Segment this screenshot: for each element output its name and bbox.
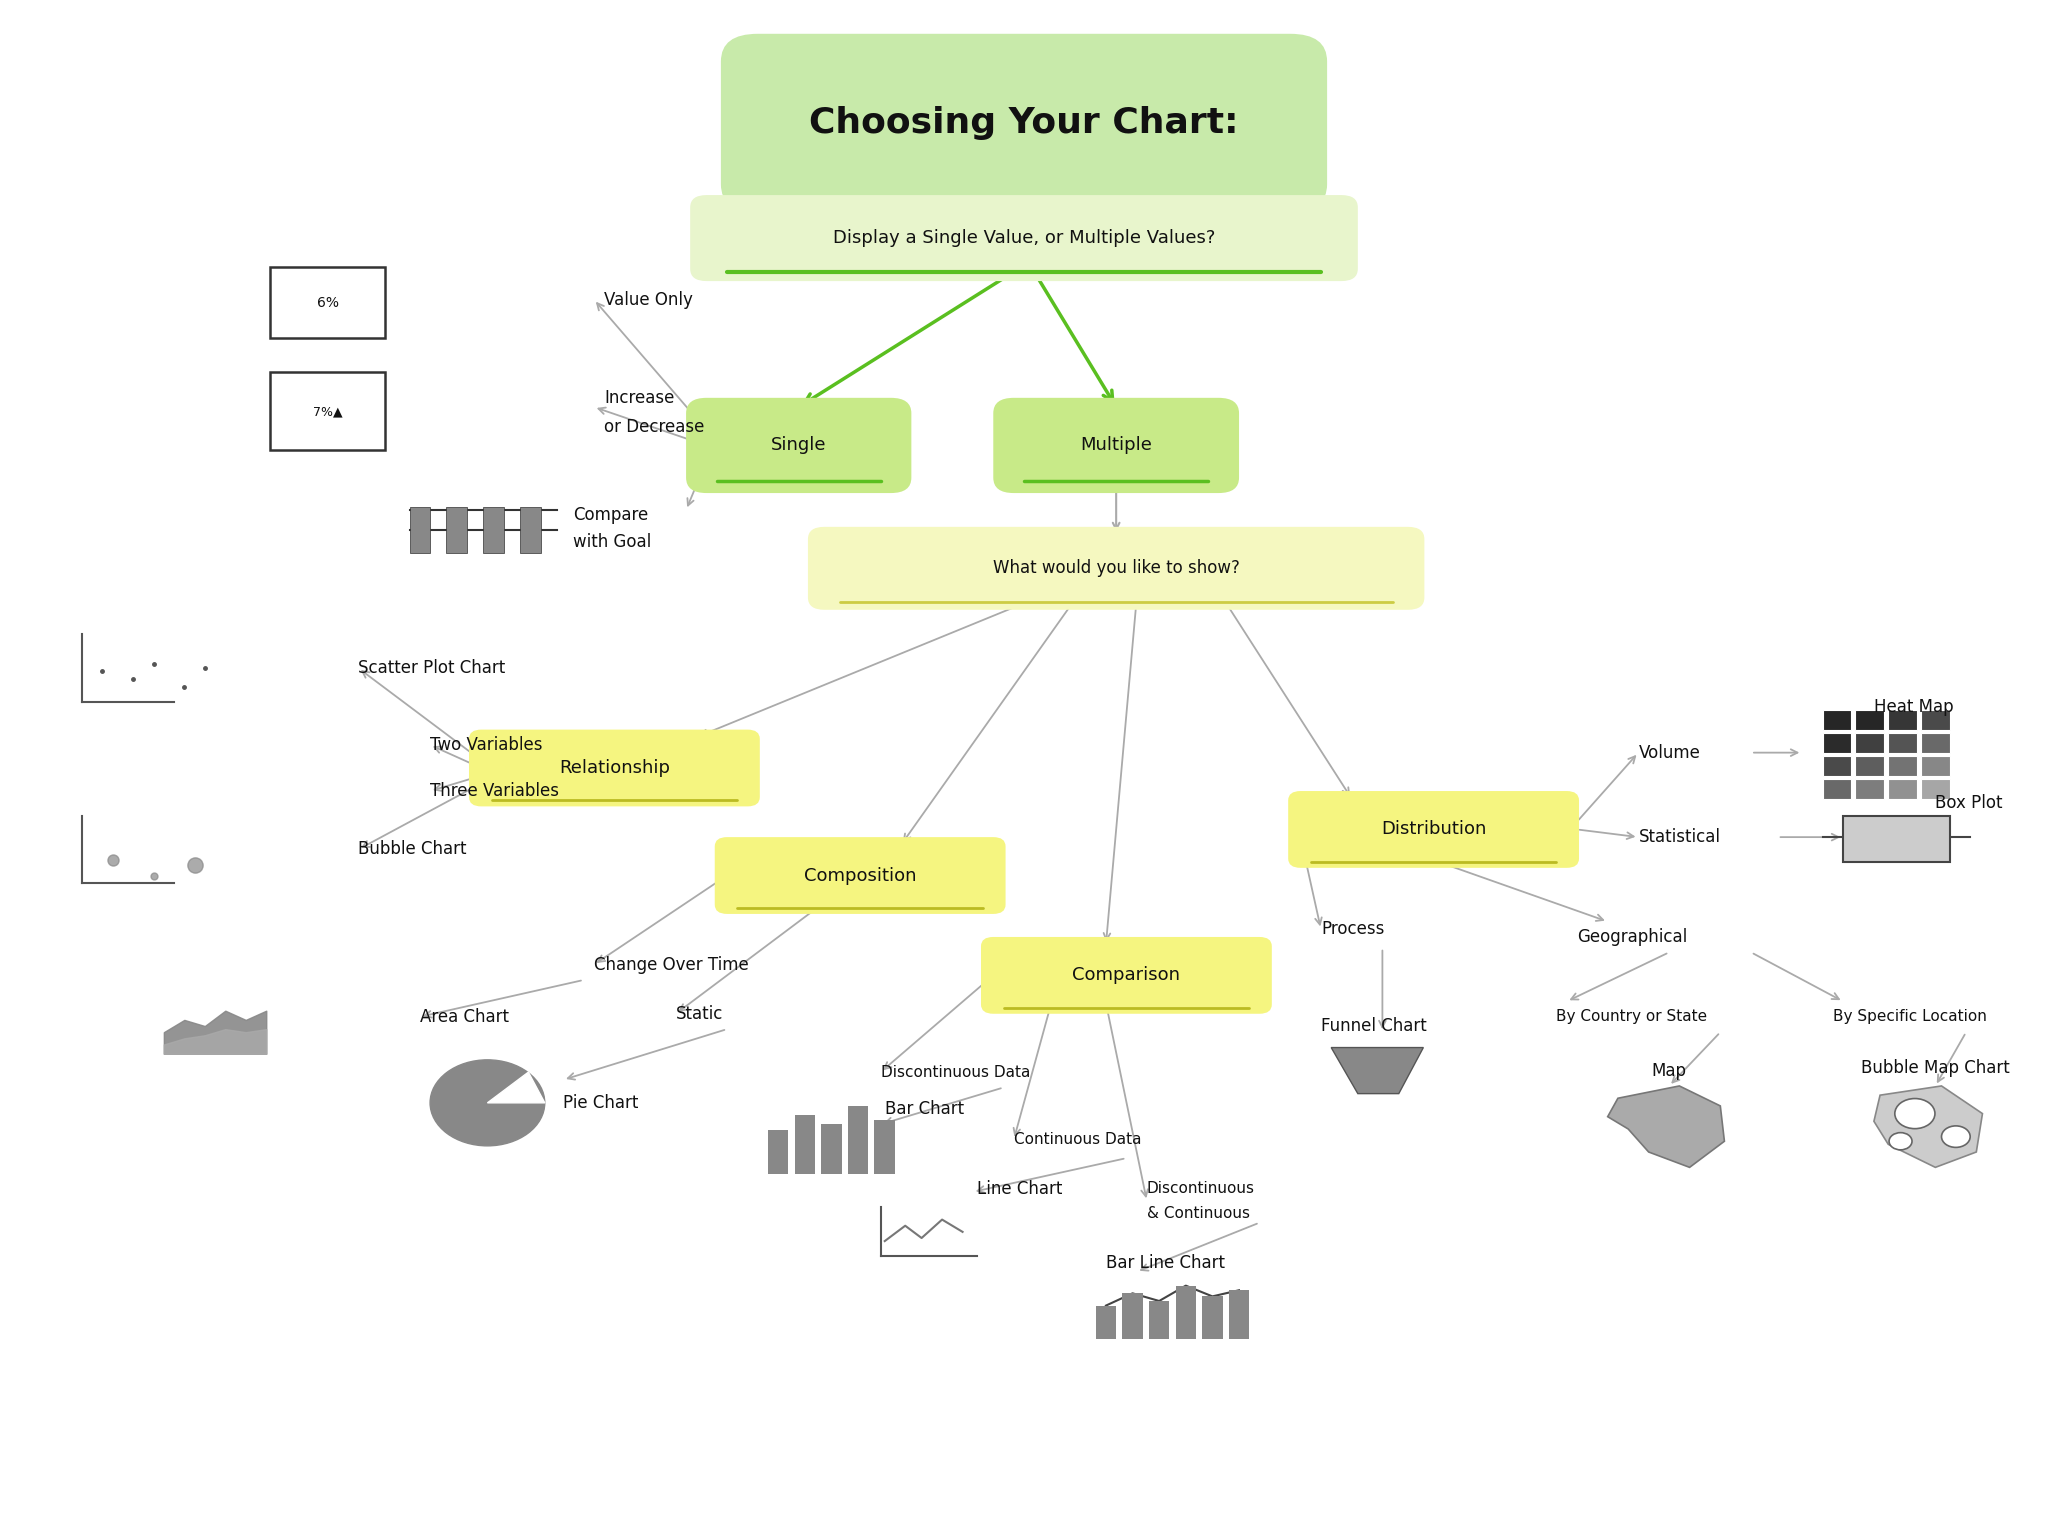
FancyBboxPatch shape — [520, 507, 541, 553]
Text: Volume: Volume — [1638, 743, 1700, 762]
FancyBboxPatch shape — [410, 507, 430, 553]
FancyBboxPatch shape — [270, 267, 385, 338]
Text: Funnel Chart: Funnel Chart — [1321, 1017, 1427, 1035]
Text: Comparison: Comparison — [1073, 966, 1180, 985]
Text: Discontinuous Data: Discontinuous Data — [881, 1064, 1030, 1080]
Text: Change Over Time: Change Over Time — [594, 955, 750, 974]
Text: Compare: Compare — [573, 505, 649, 524]
FancyBboxPatch shape — [1921, 733, 1950, 753]
FancyBboxPatch shape — [1149, 1301, 1169, 1339]
FancyBboxPatch shape — [469, 730, 760, 806]
FancyBboxPatch shape — [446, 507, 467, 553]
Text: Bubble Map Chart: Bubble Map Chart — [1862, 1058, 2009, 1077]
FancyBboxPatch shape — [1855, 710, 1884, 730]
FancyBboxPatch shape — [795, 1115, 815, 1174]
Circle shape — [1888, 1132, 1913, 1150]
FancyBboxPatch shape — [721, 34, 1327, 212]
Text: Two Variables: Two Variables — [430, 736, 543, 754]
Text: By Country or State: By Country or State — [1556, 1009, 1708, 1025]
Text: Three Variables: Three Variables — [430, 782, 559, 800]
FancyBboxPatch shape — [874, 1120, 895, 1174]
Text: Relationship: Relationship — [559, 759, 670, 777]
FancyBboxPatch shape — [821, 1124, 842, 1174]
Text: Distribution: Distribution — [1380, 820, 1487, 839]
Text: Single: Single — [770, 436, 827, 455]
Text: What would you like to show?: What would you like to show? — [993, 559, 1239, 578]
FancyBboxPatch shape — [715, 837, 1006, 914]
Text: Scatter Plot Chart: Scatter Plot Chart — [358, 659, 506, 677]
FancyBboxPatch shape — [483, 507, 504, 553]
FancyBboxPatch shape — [1921, 710, 1950, 730]
FancyBboxPatch shape — [1229, 1290, 1249, 1339]
FancyBboxPatch shape — [1122, 1293, 1143, 1339]
Circle shape — [430, 1060, 545, 1146]
Polygon shape — [487, 1072, 545, 1103]
FancyBboxPatch shape — [1823, 733, 1851, 753]
FancyBboxPatch shape — [1096, 1306, 1116, 1339]
Text: Display a Single Value, or Multiple Values?: Display a Single Value, or Multiple Valu… — [834, 229, 1214, 247]
Text: Heat Map: Heat Map — [1874, 697, 1954, 716]
Text: Box Plot: Box Plot — [1935, 794, 2003, 813]
Text: Map: Map — [1651, 1061, 1688, 1080]
FancyBboxPatch shape — [848, 1106, 868, 1174]
Text: Continuous Data: Continuous Data — [1014, 1132, 1141, 1147]
FancyBboxPatch shape — [1888, 710, 1917, 730]
Circle shape — [1942, 1126, 1970, 1147]
Text: Area Chart: Area Chart — [420, 1008, 508, 1026]
FancyBboxPatch shape — [1288, 791, 1579, 868]
Text: Bubble Chart: Bubble Chart — [358, 840, 467, 859]
FancyBboxPatch shape — [1202, 1296, 1223, 1339]
Text: Increase: Increase — [604, 389, 674, 407]
FancyBboxPatch shape — [1888, 779, 1917, 799]
FancyBboxPatch shape — [686, 398, 911, 493]
FancyBboxPatch shape — [809, 527, 1425, 610]
FancyBboxPatch shape — [1855, 756, 1884, 776]
Polygon shape — [1608, 1086, 1724, 1167]
Text: Choosing Your Chart:: Choosing Your Chart: — [809, 106, 1239, 140]
FancyBboxPatch shape — [1823, 710, 1851, 730]
Text: By Specific Location: By Specific Location — [1833, 1009, 1987, 1025]
FancyBboxPatch shape — [981, 937, 1272, 1014]
FancyBboxPatch shape — [1855, 779, 1884, 799]
Text: with Goal: with Goal — [573, 533, 651, 551]
Text: or Decrease: or Decrease — [604, 418, 705, 436]
FancyBboxPatch shape — [1176, 1286, 1196, 1339]
FancyBboxPatch shape — [1843, 816, 1950, 862]
FancyBboxPatch shape — [690, 195, 1358, 281]
Text: Bar Line Chart: Bar Line Chart — [1106, 1253, 1225, 1272]
Text: Line Chart: Line Chart — [977, 1180, 1063, 1198]
FancyBboxPatch shape — [1888, 733, 1917, 753]
FancyBboxPatch shape — [1888, 756, 1917, 776]
Text: Static: Static — [676, 1005, 723, 1023]
FancyBboxPatch shape — [1855, 733, 1884, 753]
Polygon shape — [1874, 1086, 1982, 1167]
Text: Composition: Composition — [805, 866, 915, 885]
FancyBboxPatch shape — [993, 398, 1239, 493]
FancyBboxPatch shape — [1921, 779, 1950, 799]
Text: Value Only: Value Only — [604, 290, 692, 309]
Text: Bar Chart: Bar Chart — [885, 1100, 965, 1118]
Text: 6%: 6% — [317, 295, 338, 310]
FancyBboxPatch shape — [768, 1130, 788, 1174]
FancyBboxPatch shape — [1823, 756, 1851, 776]
Text: 7%▲: 7%▲ — [313, 406, 342, 418]
Text: & Continuous: & Continuous — [1147, 1206, 1249, 1221]
Text: Process: Process — [1321, 920, 1384, 938]
FancyBboxPatch shape — [1921, 756, 1950, 776]
Text: Discontinuous: Discontinuous — [1147, 1181, 1255, 1197]
Text: Geographical: Geographical — [1577, 928, 1688, 946]
Circle shape — [1894, 1098, 1935, 1129]
FancyBboxPatch shape — [1823, 779, 1851, 799]
Polygon shape — [1331, 1048, 1423, 1094]
Text: Multiple: Multiple — [1079, 436, 1153, 455]
Text: Pie Chart: Pie Chart — [563, 1094, 639, 1112]
FancyBboxPatch shape — [270, 372, 385, 450]
Text: Statistical: Statistical — [1638, 828, 1720, 846]
